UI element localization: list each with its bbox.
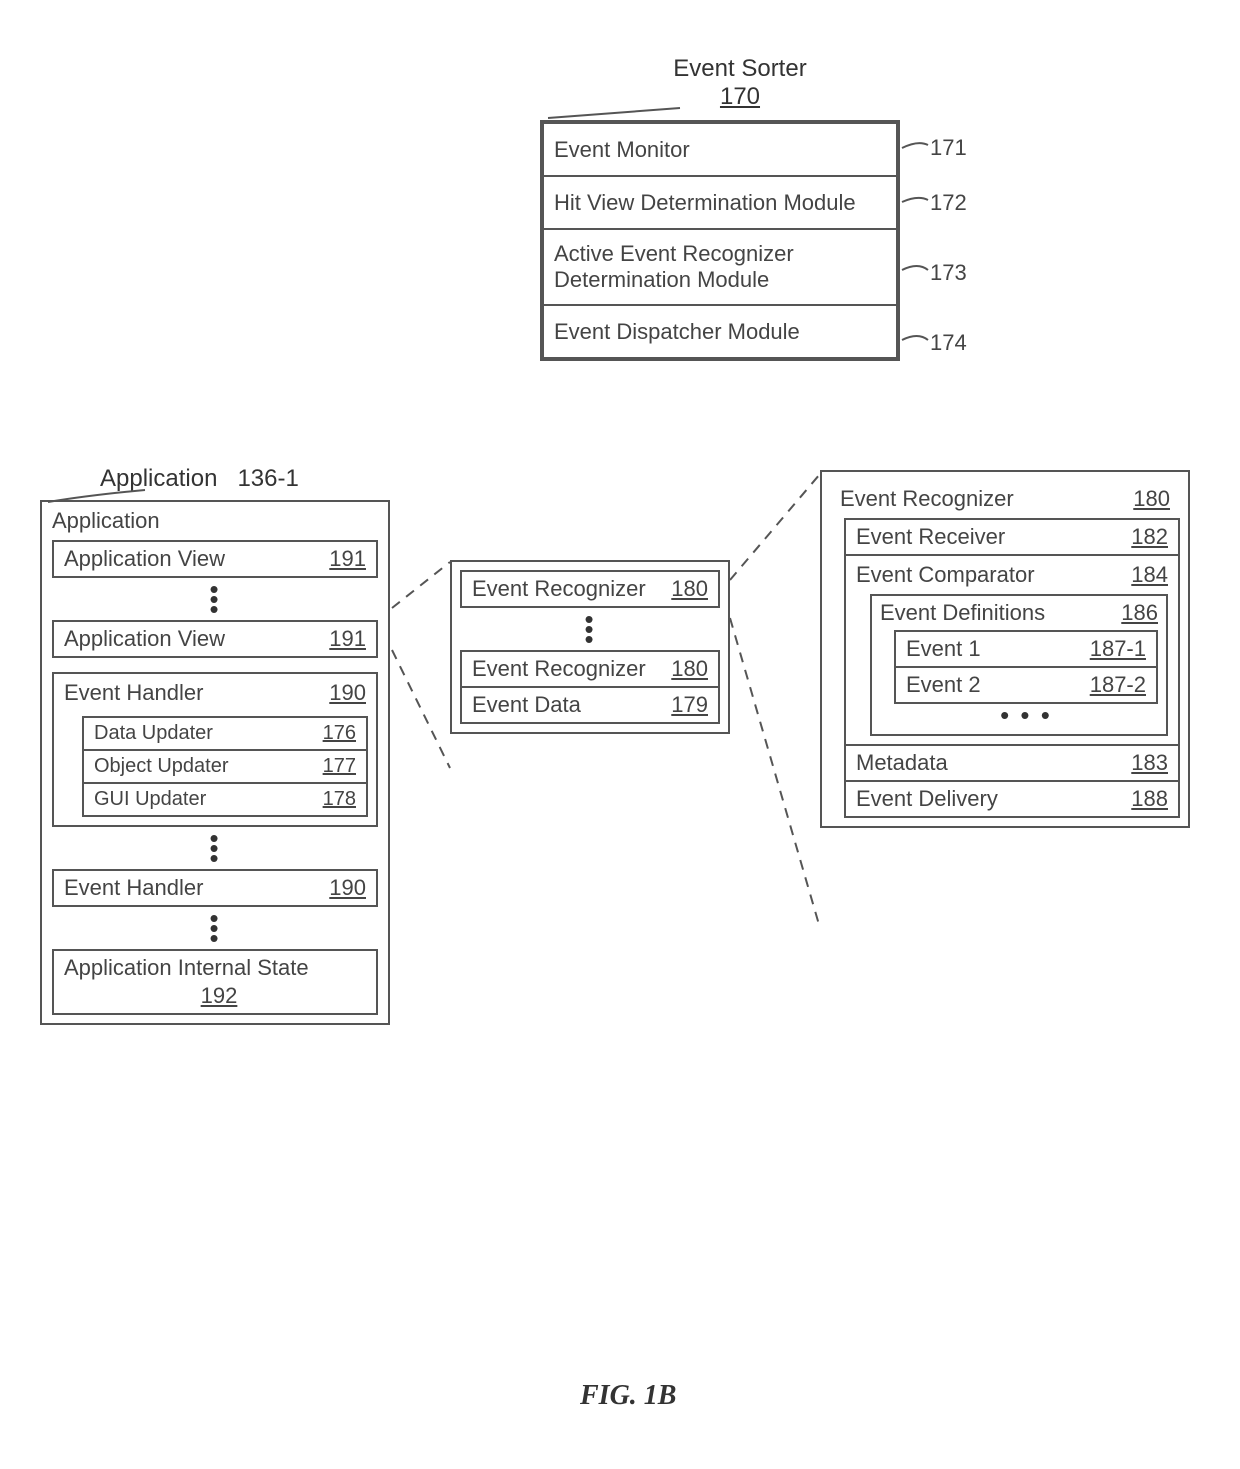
application-internal-state-ref: 192	[193, 983, 238, 1009]
event-2-ref: 187-2	[1082, 672, 1146, 698]
event-sorter-row-2-label: Active Event Recognizer Determination Mo…	[554, 241, 886, 293]
application-view-1: Application View 191	[52, 620, 378, 658]
event-1-label: Event 1	[906, 636, 981, 662]
application-internal-state-label: Application Internal State	[64, 955, 309, 981]
leader-173	[902, 266, 928, 270]
event-handler-2: Event Handler 190	[52, 869, 378, 907]
event-sorter-row-2: Active Event Recognizer Determination Mo…	[542, 228, 898, 306]
event-sorter-title-text: Event Sorter	[673, 55, 806, 82]
dashed-appview-top	[392, 562, 450, 608]
ext-ref-174: 174	[930, 330, 967, 356]
event-delivery-label: Event Delivery	[856, 786, 998, 812]
event-delivery-ref: 188	[1123, 786, 1168, 812]
app-view-detail-box: Event Recognizer 180 ••• Event Recognize…	[450, 560, 730, 734]
ellipsis-icon: •••	[42, 578, 388, 620]
event-sorter-row-0-label: Event Monitor	[554, 137, 690, 163]
app-view-detail-row-1-label: Event Recognizer	[472, 656, 646, 682]
ext-ref-173: 173	[930, 260, 967, 286]
application-box: Application Application View 191 ••• App…	[40, 500, 390, 1025]
event-receiver-row: Event Receiver 182	[844, 518, 1180, 556]
data-updater-row: Data Updater 176	[82, 716, 368, 751]
event-sorter-ref: 170	[720, 83, 760, 110]
app-view-detail-row-1: Event Recognizer 180	[460, 650, 720, 688]
object-updater-row: Object Updater 177	[82, 749, 368, 784]
event-recognizer-title-ref: 180	[1133, 486, 1170, 512]
application-title-text: Application	[100, 465, 217, 492]
application-internal-state: Application Internal State 192	[52, 949, 378, 1015]
app-view-detail-row-2-ref: 179	[663, 692, 708, 718]
application-view-0: Application View 191	[52, 540, 378, 578]
ellipsis-icon: •••	[460, 608, 720, 650]
ellipsis-icon: •••	[42, 907, 388, 949]
event-handler-2-label: Event Handler	[64, 875, 203, 901]
app-view-detail-row-2-label: Event Data	[472, 692, 581, 718]
leader-171	[902, 143, 928, 148]
event-definitions-ref: 186	[1113, 600, 1158, 626]
event-sorter-row-1-label: Hit View Determination Module	[554, 190, 856, 216]
application-view-0-ref: 191	[321, 546, 366, 572]
event-1-ref: 187-1	[1082, 636, 1146, 662]
data-updater-ref: 176	[315, 722, 356, 745]
application-view-0-label: Application View	[64, 546, 225, 572]
data-updater-label: Data Updater	[94, 722, 213, 745]
figure-label: FIG. 1B	[580, 1380, 676, 1412]
dashed-recognizer-top	[730, 474, 820, 580]
app-view-detail-row-0-ref: 180	[663, 576, 708, 602]
leader-174	[902, 336, 928, 340]
dashed-appview-bottom	[392, 650, 450, 768]
ext-ref-171: 171	[930, 135, 967, 161]
event-sorter-row-1: Hit View Determination Module	[542, 175, 898, 230]
leader-172	[902, 198, 928, 202]
event-definitions-label: Event Definitions	[880, 600, 1045, 626]
event-receiver-ref: 182	[1123, 524, 1168, 550]
app-view-detail-row-1-ref: 180	[663, 656, 708, 682]
object-updater-label: Object Updater	[94, 755, 229, 778]
event-recognizer-detail-box: Event Recognizer 180 Event Receiver 182 …	[820, 470, 1190, 828]
event-comparator-row: Event Comparator 184 Event Definitions 1…	[844, 554, 1180, 746]
ellipsis-icon: •••	[42, 827, 388, 869]
event-receiver-label: Event Receiver	[856, 524, 1005, 550]
event-definitions-box: Event Definitions 186 Event 1 187-1 Even…	[870, 594, 1168, 736]
event-2-row: Event 2 187-2	[894, 666, 1158, 704]
event-sorter-row-3-label: Event Dispatcher Module	[554, 319, 800, 345]
dashed-recognizer-bottom	[730, 618, 820, 928]
event-comparator-ref: 184	[1123, 562, 1168, 588]
event-sorter-row-3: Event Dispatcher Module	[542, 304, 898, 359]
application-container-label: Application	[42, 502, 388, 536]
metadata-label: Metadata	[856, 750, 948, 776]
metadata-row: Metadata 183	[844, 744, 1180, 782]
app-view-detail-row-2: Event Data 179	[460, 686, 720, 724]
event-sorter-row-0: Event Monitor	[542, 122, 898, 177]
application-view-1-label: Application View	[64, 626, 225, 652]
event-handler-1-ref: 190	[329, 680, 366, 706]
application-title: Application 136-1	[100, 465, 299, 493]
application-ref: 136-1	[237, 465, 298, 492]
gui-updater-ref: 178	[315, 788, 356, 811]
event-2-label: Event 2	[906, 672, 981, 698]
event-delivery-row: Event Delivery 188	[844, 780, 1180, 818]
event-handler-1: Event Handler 190 Data Updater 176 Objec…	[52, 672, 378, 827]
event-sorter-title: Event Sorter 170	[660, 55, 820, 111]
ext-ref-172: 172	[930, 190, 967, 216]
app-view-detail-row-0-label: Event Recognizer	[472, 576, 646, 602]
application-view-1-ref: 191	[321, 626, 366, 652]
event-sorter-box: Event Monitor Hit View Determination Mod…	[540, 120, 900, 361]
event-handler-1-label: Event Handler	[64, 680, 203, 706]
event-handler-2-ref: 190	[321, 875, 366, 901]
app-view-detail-row-0: Event Recognizer 180	[460, 570, 720, 608]
ellipsis-icon: • • •	[894, 704, 1158, 726]
event-recognizer-title-label: Event Recognizer	[840, 486, 1014, 512]
object-updater-ref: 177	[315, 755, 356, 778]
event-1-row: Event 1 187-1	[894, 630, 1158, 668]
gui-updater-label: GUI Updater	[94, 788, 206, 811]
gui-updater-row: GUI Updater 178	[82, 782, 368, 817]
event-comparator-label: Event Comparator	[856, 562, 1035, 588]
metadata-ref: 183	[1123, 750, 1168, 776]
